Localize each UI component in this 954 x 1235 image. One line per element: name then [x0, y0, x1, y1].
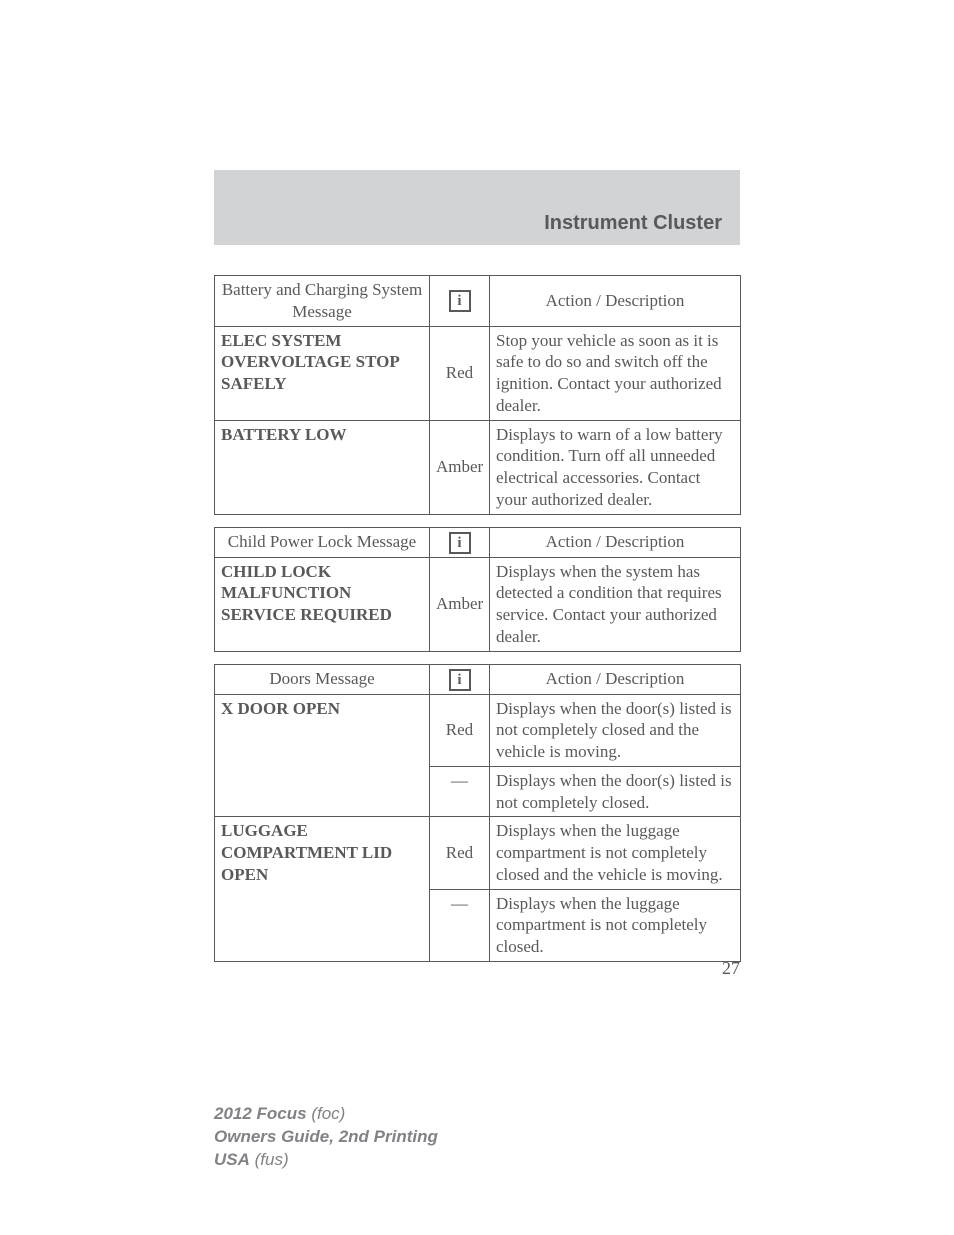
page-number: 27: [214, 958, 740, 979]
table-row: BATTERY LOW Amber Displays to warn of a …: [215, 420, 741, 514]
footer: 2012 Focus (foc) Owners Guide, 2nd Print…: [214, 1103, 438, 1172]
footer-model: 2012 Focus: [214, 1104, 307, 1123]
footer-market: USA: [214, 1150, 250, 1169]
indicator-cell: Red: [430, 694, 490, 766]
message-cell: LUGGAGE COMPARTMENT LID OPEN: [215, 817, 430, 962]
info-icon: i: [449, 669, 471, 691]
description-cell: Displays to warn of a low battery condit…: [490, 420, 741, 514]
indicator-cell: —: [430, 889, 490, 961]
description-cell: Displays when the door(s) listed is not …: [490, 766, 741, 817]
table-row: ELEC SYSTEM OVERVOLTAGE STOP SAFELY Red …: [215, 326, 741, 420]
message-cell: X DOOR OPEN: [215, 694, 430, 817]
table-doors: Doors Message i Action / Description X D…: [214, 664, 741, 962]
footer-model-code: (foc): [311, 1104, 345, 1123]
indicator-cell: Amber: [430, 420, 490, 514]
col-header-indicator: i: [430, 527, 490, 557]
table-row: X DOOR OPEN Red Displays when the door(s…: [215, 694, 741, 766]
header-band: Instrument Cluster: [214, 170, 740, 245]
description-cell: Stop your vehicle as soon as it is safe …: [490, 326, 741, 420]
table-row: CHILD LOCK MALFUNCTION SERVICE REQUIRED …: [215, 557, 741, 651]
description-cell: Displays when the door(s) listed is not …: [490, 694, 741, 766]
table-battery: Battery and Charging System Message i Ac…: [214, 275, 741, 515]
col-header-message: Child Power Lock Message: [215, 527, 430, 557]
content-area: Battery and Charging System Message i Ac…: [214, 275, 740, 974]
indicator-cell: —: [430, 766, 490, 817]
col-header-message: Battery and Charging System Message: [215, 276, 430, 327]
message-cell: BATTERY LOW: [215, 420, 430, 514]
footer-market-code: (fus): [255, 1150, 289, 1169]
message-cell: ELEC SYSTEM OVERVOLTAGE STOP SAFELY: [215, 326, 430, 420]
message-cell: CHILD LOCK MALFUNCTION SERVICE REQUIRED: [215, 557, 430, 651]
col-header-action: Action / Description: [490, 664, 741, 694]
info-icon: i: [449, 532, 471, 554]
section-title: Instrument Cluster: [544, 212, 722, 235]
info-icon: i: [449, 290, 471, 312]
col-header-action: Action / Description: [490, 276, 741, 327]
table-header-row: Child Power Lock Message i Action / Desc…: [215, 527, 741, 557]
col-header-action: Action / Description: [490, 527, 741, 557]
footer-guide: Owners Guide, 2nd Printing: [214, 1127, 438, 1146]
col-header-message: Doors Message: [215, 664, 430, 694]
indicator-cell: Amber: [430, 557, 490, 651]
table-childlock: Child Power Lock Message i Action / Desc…: [214, 527, 741, 652]
description-cell: Displays when the system has detected a …: [490, 557, 741, 651]
table-row: LUGGAGE COMPARTMENT LID OPEN Red Display…: [215, 817, 741, 889]
description-cell: Displays when the luggage compartment is…: [490, 817, 741, 889]
col-header-indicator: i: [430, 664, 490, 694]
indicator-cell: Red: [430, 326, 490, 420]
table-header-row: Battery and Charging System Message i Ac…: [215, 276, 741, 327]
col-header-indicator: i: [430, 276, 490, 327]
description-cell: Displays when the luggage compartment is…: [490, 889, 741, 961]
table-header-row: Doors Message i Action / Description: [215, 664, 741, 694]
indicator-cell: Red: [430, 817, 490, 889]
